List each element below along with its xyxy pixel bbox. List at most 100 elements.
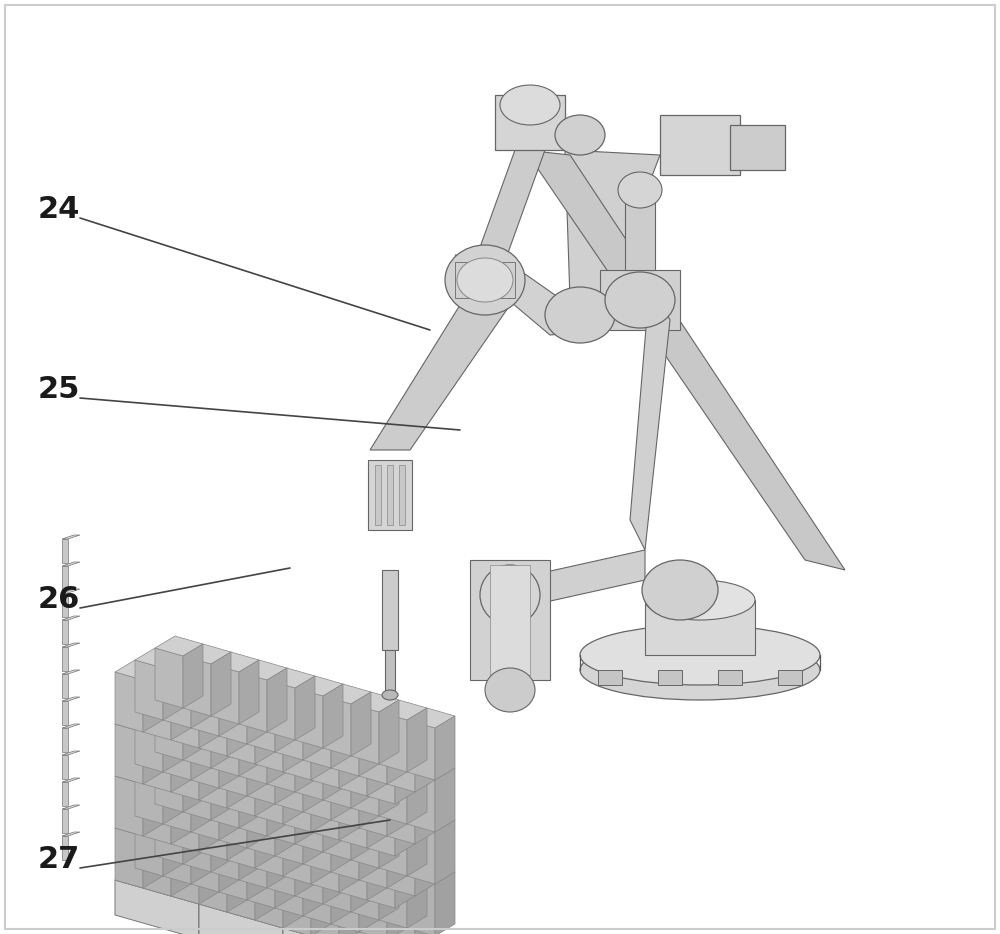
Polygon shape (311, 832, 339, 892)
Polygon shape (359, 828, 387, 888)
Polygon shape (387, 876, 435, 896)
Bar (600, 270, 680, 330)
Polygon shape (239, 816, 259, 880)
Polygon shape (331, 756, 351, 820)
Polygon shape (267, 784, 295, 844)
Polygon shape (359, 712, 379, 776)
Polygon shape (311, 780, 339, 840)
Polygon shape (155, 700, 183, 760)
Polygon shape (211, 808, 231, 872)
Polygon shape (435, 768, 455, 832)
Polygon shape (219, 736, 247, 796)
Polygon shape (171, 676, 191, 740)
Polygon shape (239, 828, 267, 888)
Polygon shape (247, 784, 295, 804)
Polygon shape (219, 724, 239, 788)
Polygon shape (183, 760, 211, 820)
Polygon shape (323, 852, 351, 912)
Polygon shape (211, 808, 259, 828)
Polygon shape (370, 305, 510, 450)
Polygon shape (199, 800, 227, 860)
Polygon shape (163, 760, 183, 824)
Polygon shape (191, 664, 239, 684)
Polygon shape (295, 676, 343, 696)
Polygon shape (275, 792, 295, 856)
Polygon shape (171, 728, 219, 748)
Polygon shape (295, 792, 323, 852)
Polygon shape (143, 824, 191, 844)
Polygon shape (183, 800, 203, 864)
Polygon shape (387, 732, 415, 792)
Polygon shape (199, 852, 227, 912)
Polygon shape (227, 692, 275, 712)
Polygon shape (211, 716, 239, 776)
Polygon shape (303, 800, 323, 864)
Polygon shape (211, 652, 259, 672)
Polygon shape (183, 812, 211, 872)
Polygon shape (143, 784, 171, 844)
Polygon shape (415, 832, 435, 896)
Polygon shape (387, 772, 407, 836)
Polygon shape (199, 684, 219, 748)
Bar (778, 670, 802, 685)
Polygon shape (62, 701, 68, 725)
Ellipse shape (480, 565, 540, 625)
Polygon shape (283, 772, 311, 832)
Polygon shape (191, 768, 211, 832)
Polygon shape (255, 856, 275, 920)
Polygon shape (283, 760, 331, 780)
Polygon shape (339, 736, 367, 796)
Polygon shape (191, 676, 219, 736)
Polygon shape (351, 744, 399, 764)
Polygon shape (199, 868, 343, 928)
Polygon shape (143, 772, 191, 792)
Ellipse shape (580, 640, 820, 700)
Polygon shape (199, 696, 227, 756)
Polygon shape (379, 752, 399, 816)
Polygon shape (219, 776, 267, 796)
Polygon shape (303, 748, 323, 812)
Polygon shape (62, 755, 68, 779)
Polygon shape (311, 884, 339, 934)
Polygon shape (435, 820, 455, 884)
Polygon shape (62, 620, 68, 644)
Polygon shape (163, 824, 191, 884)
Polygon shape (295, 780, 343, 800)
Polygon shape (227, 860, 255, 920)
Polygon shape (183, 656, 211, 716)
Polygon shape (323, 840, 371, 860)
Polygon shape (323, 736, 343, 800)
Polygon shape (311, 872, 331, 934)
Polygon shape (351, 796, 399, 816)
Polygon shape (395, 740, 415, 804)
Polygon shape (135, 816, 163, 876)
Polygon shape (62, 782, 68, 806)
Polygon shape (62, 670, 80, 674)
Polygon shape (323, 788, 371, 808)
Polygon shape (339, 776, 359, 840)
Polygon shape (239, 660, 287, 680)
Polygon shape (303, 812, 331, 872)
Polygon shape (339, 880, 359, 934)
Polygon shape (183, 748, 231, 768)
Polygon shape (303, 696, 351, 716)
Polygon shape (407, 876, 435, 934)
Polygon shape (367, 888, 415, 908)
Polygon shape (267, 824, 315, 844)
Bar (730, 125, 785, 170)
Polygon shape (303, 800, 351, 820)
Polygon shape (351, 704, 379, 764)
Polygon shape (367, 836, 387, 900)
Bar (660, 115, 740, 175)
Polygon shape (191, 664, 211, 728)
Polygon shape (211, 704, 231, 768)
Polygon shape (379, 816, 407, 876)
Polygon shape (199, 904, 283, 934)
Polygon shape (379, 700, 427, 720)
Polygon shape (275, 856, 303, 916)
Polygon shape (351, 756, 379, 816)
Polygon shape (359, 816, 379, 880)
Polygon shape (351, 860, 379, 920)
Ellipse shape (618, 172, 662, 208)
Polygon shape (171, 740, 199, 800)
